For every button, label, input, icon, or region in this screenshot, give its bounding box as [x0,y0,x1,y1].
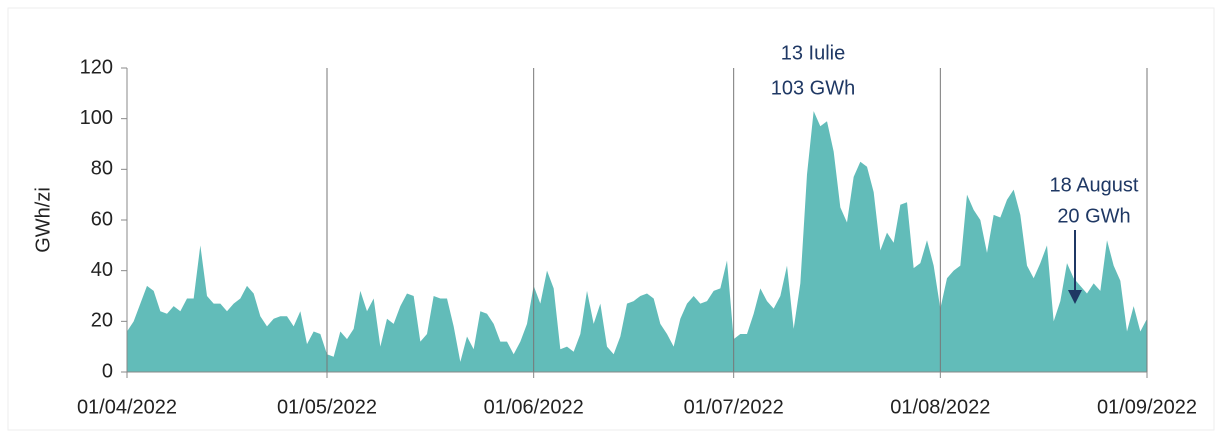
x-tick-label: 01/06/2022 [484,396,584,418]
area [127,111,1147,373]
y-tick-label: 0 [102,360,113,382]
x-tick-label: 01/08/2022 [890,396,990,418]
annotation: 13 Iulie [781,42,846,64]
x-tick-label: 01/07/2022 [684,396,784,418]
annotation: 103 GWh [771,77,855,99]
x-tick-label: 01/04/2022 [77,396,177,418]
y-tick-label: 100 [80,107,113,129]
y-axis-label: GWh/zi [32,187,54,253]
y-tick-label: 120 [80,56,113,78]
annotation: 18 August [1050,174,1139,196]
annotation: 20 GWh [1057,205,1130,227]
y-tick-label: 40 [91,259,113,281]
y-tick-label: 60 [91,208,113,230]
x-tick-label: 01/05/2022 [277,396,377,418]
y-tick-label: 20 [91,310,113,332]
annotation-arrowhead [1068,290,1082,304]
plot: 01/04/2022 01/05/2022 01/06/2022 01/07/2022… [77,56,1197,418]
y-tick-label: 80 [91,158,113,180]
x-tick-label: 01/09/2022 [1097,396,1197,418]
